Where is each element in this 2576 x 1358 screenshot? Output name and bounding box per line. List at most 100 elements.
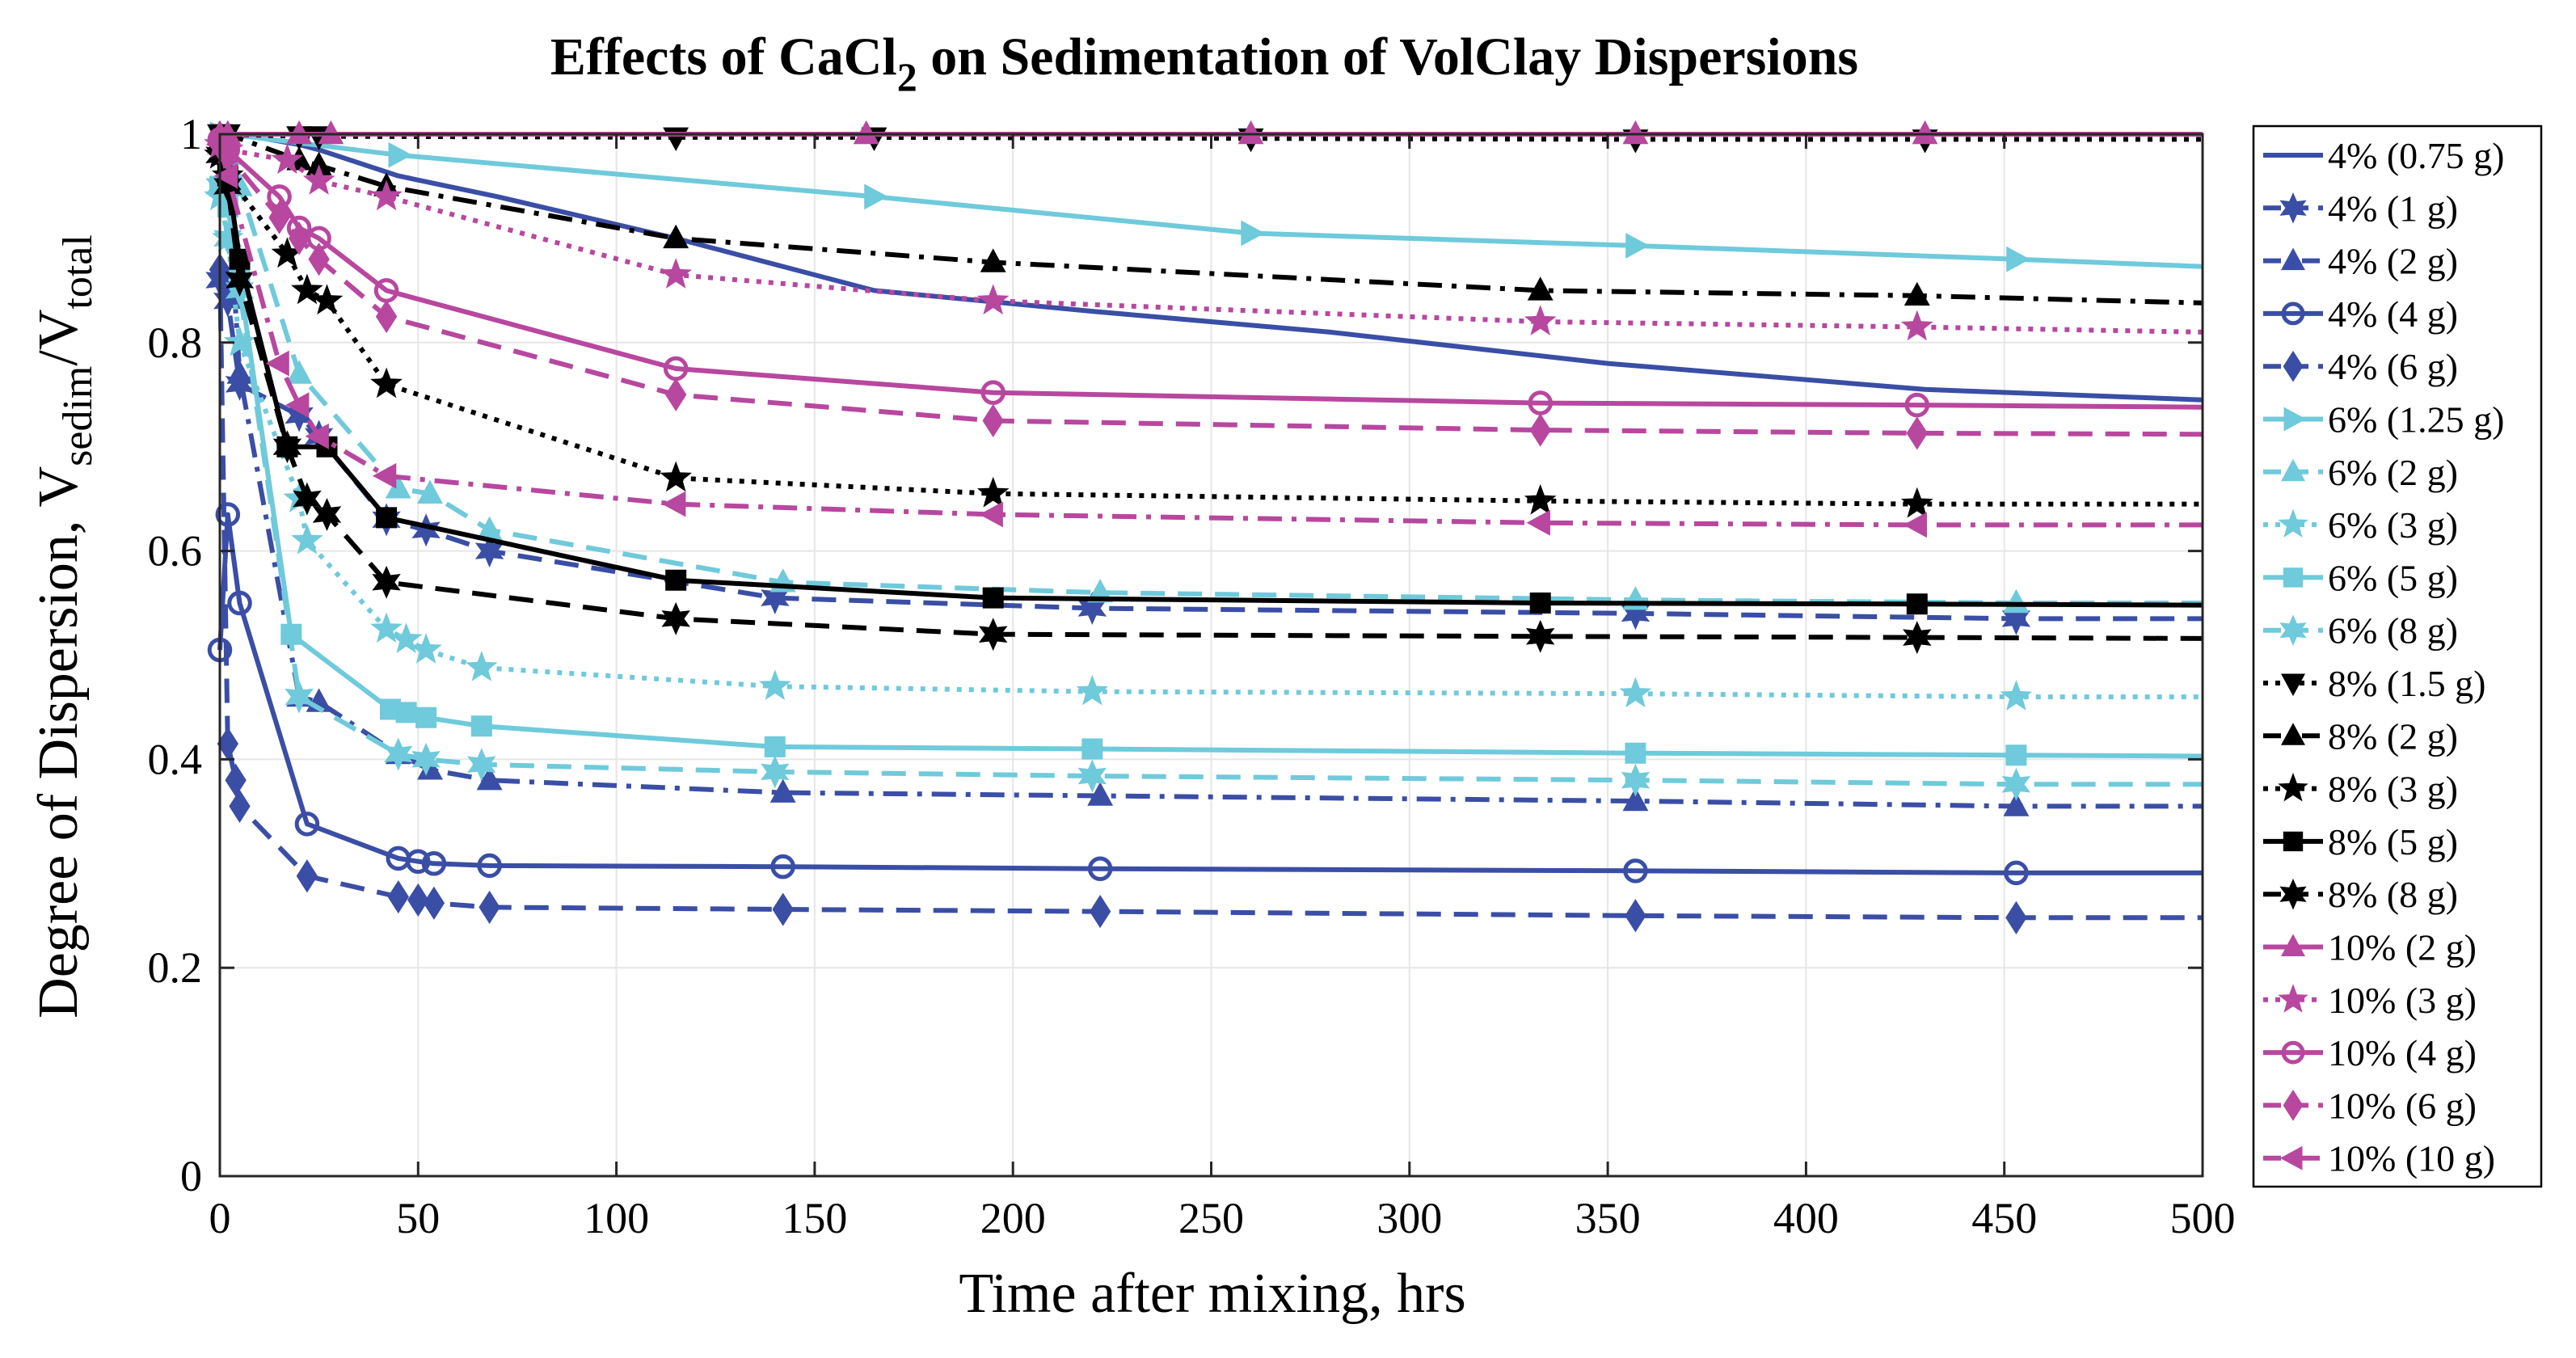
series-8-1-5-g (207, 124, 2203, 154)
data-point (980, 380, 1006, 405)
title-subscript: 2 (897, 54, 917, 99)
data-point (853, 120, 879, 145)
legend-marker (2278, 508, 2308, 538)
legend-marker (2283, 350, 2304, 382)
data-point (423, 886, 445, 920)
legend-marker (2283, 1090, 2304, 1121)
series-line (220, 132, 2203, 306)
series-10-3-g (204, 128, 2203, 341)
data-point (1526, 509, 1550, 536)
series-10-6-g (209, 128, 2203, 450)
data-point (205, 131, 230, 158)
data-point (769, 778, 796, 803)
data-point (1621, 597, 1651, 630)
legend-marker (2281, 723, 2305, 745)
data-point (286, 360, 313, 384)
data-point (661, 601, 690, 635)
data-point (1076, 674, 1109, 706)
data-point (293, 482, 322, 516)
data-point (288, 221, 310, 255)
data-point (1622, 120, 1649, 145)
legend-entry-4-2-g: 4% (2 g) (2263, 241, 2458, 282)
data-point (310, 284, 344, 315)
data-point (2004, 860, 2029, 886)
data-point (305, 423, 329, 449)
data-point (772, 892, 794, 926)
data-point (373, 462, 397, 489)
chart-title: Effects of CaCl2 on Sedimentation of Vol… (550, 27, 1858, 99)
x-tick-label: 350 (1575, 1194, 1641, 1242)
data-point (285, 680, 314, 714)
data-point (2000, 680, 2033, 711)
series-layer (204, 120, 2203, 934)
data-point (294, 812, 320, 837)
legend-marker (2281, 673, 2305, 697)
data-point (229, 789, 251, 824)
series-10-4-g (207, 127, 2203, 418)
x-tick-label: 250 (1178, 1194, 1244, 1242)
data-point (372, 565, 401, 599)
legend-entry-8-8-g: 8% (8 g) (2263, 874, 2458, 915)
data-point (2001, 767, 2031, 801)
legend-label: 8% (8 g) (2328, 874, 2458, 915)
legend-entry-10-6-g: 10% (6 g) (2263, 1085, 2477, 1126)
x-tick-label: 0 (209, 1194, 231, 1242)
data-point (1906, 416, 1928, 450)
legend-marker (2278, 772, 2308, 802)
data-point (1077, 759, 1107, 793)
series-4-4-g (207, 502, 2203, 886)
data-point (213, 162, 238, 189)
legend-label: 4% (1 g) (2328, 188, 2458, 229)
data-point (1087, 856, 1113, 881)
grid (220, 134, 2203, 1176)
series-6-1-25-g (209, 121, 2203, 272)
x-tick-label: 200 (980, 1194, 1046, 1242)
data-point (470, 715, 492, 737)
data-point (758, 669, 791, 701)
series-6-2-g (207, 130, 2203, 614)
data-point (387, 879, 409, 914)
series-4-2-g (207, 130, 2203, 816)
legend-label: 8% (1.5 g) (2328, 663, 2485, 704)
legend-label: 6% (2 g) (2328, 452, 2458, 493)
data-point (2005, 744, 2027, 766)
data-point (1625, 899, 1646, 933)
y-axis-label: Degree of Dispersion, Vsedim/Vtotal (27, 234, 101, 1018)
data-point (2003, 792, 2030, 816)
data-point (285, 392, 310, 419)
series-4-6-g (209, 252, 2203, 934)
data-point (764, 736, 786, 757)
data-point (761, 755, 790, 789)
data-point (411, 742, 441, 776)
legend-entry-4-0-75-g: 4% (0.75 g) (2263, 135, 2504, 176)
data-point (1900, 310, 1933, 341)
legend-label: 10% (10 g) (2328, 1138, 2495, 1179)
data-point (660, 258, 692, 289)
series-line (218, 142, 2203, 335)
data-point (1524, 305, 1557, 335)
legend-entry-8-1-5-g: 8% (1.5 g) (2263, 663, 2485, 704)
data-point (226, 360, 253, 384)
data-point (1524, 483, 1557, 515)
data-point (390, 622, 423, 654)
data-point (1900, 487, 1933, 518)
data-point (302, 164, 335, 195)
data-point (1619, 677, 1652, 708)
data-point (978, 618, 1008, 652)
data-point (271, 143, 304, 175)
legend-label: 8% (2 g) (2328, 715, 2458, 757)
data-point (296, 859, 318, 893)
legend-entry-6-3-g: 6% (3 g) (2263, 504, 2458, 546)
data-point (465, 651, 498, 681)
data-point (476, 766, 503, 791)
legend-entry-6-1-25-g: 6% (1.25 g) (2263, 399, 2504, 441)
data-point (384, 737, 413, 771)
data-point (1089, 894, 1111, 929)
data-point (388, 141, 412, 168)
data-point (660, 461, 693, 492)
legend-entry-4-1-g: 4% (1 g) (2263, 188, 2458, 229)
data-point (1906, 593, 1928, 615)
data-point (1625, 742, 1646, 764)
series-line (220, 132, 2203, 269)
